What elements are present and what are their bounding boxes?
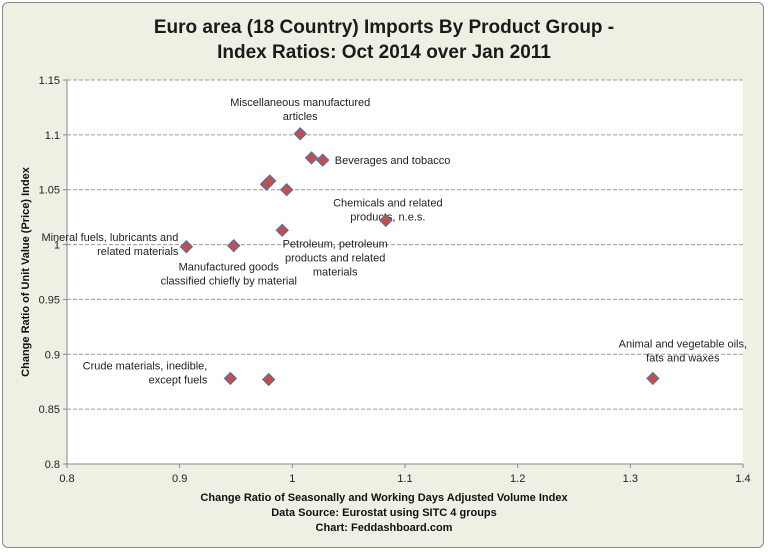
- data-point: [293, 127, 307, 141]
- data-point: [223, 371, 238, 386]
- data-point: [263, 174, 277, 188]
- y-tick-label: 1.05: [39, 185, 60, 197]
- data-label: fats and waxes: [646, 352, 720, 364]
- data-label: Chemicals and related: [333, 197, 442, 209]
- y-tick-label: 1: [54, 240, 60, 252]
- data-point: [379, 213, 393, 228]
- y-tick-label: 0.8: [45, 459, 60, 471]
- data-point: [227, 238, 241, 253]
- data-label: Manufactured goods: [179, 262, 280, 274]
- y-axis-title: Change Ratio of Unit Value (Price) Index: [20, 166, 32, 377]
- chart-title-line-1: Euro area (18 Country) Imports By Produc…: [154, 17, 614, 38]
- y-tick-label: 1.1: [45, 130, 60, 142]
- data-label: Beverages and tobacco: [335, 155, 451, 167]
- data-label: Petroleum, petroleum: [283, 238, 388, 250]
- data-point: [304, 151, 319, 165]
- chart-title-line-2: Index Ratios: Oct 2014 over Jan 2011: [217, 42, 551, 63]
- x-tick-label: 1.2: [510, 473, 525, 485]
- x-tick-label: 0.8: [59, 473, 74, 485]
- data-label: products and related: [285, 252, 385, 264]
- source-line: Data Source: Eurostat using SITC 4 group…: [271, 507, 497, 519]
- x-tick-label: 1.4: [735, 473, 750, 485]
- data-label: Animal and vegetable oils,: [619, 338, 747, 350]
- data-label: except fuels: [149, 374, 208, 386]
- data-point: [275, 223, 289, 238]
- data-label: Crude materials, inedible,: [83, 360, 208, 372]
- credit-line: Chart: Feddashboard.com: [316, 522, 453, 534]
- data-label: Miscellaneous manufactured: [230, 97, 370, 109]
- x-tick-label: 1: [289, 473, 295, 485]
- x-tick-label: 1.3: [623, 473, 638, 485]
- x-tick-label: 1.1: [397, 473, 412, 485]
- data-label: articles: [283, 111, 318, 123]
- data-label: classified chiefly by material: [161, 276, 297, 288]
- data-point: [261, 372, 276, 387]
- x-tick-label: 0.9: [172, 473, 187, 485]
- data-label: Mineral fuels, lubricants and: [41, 232, 178, 244]
- plot-area: [67, 80, 743, 464]
- y-tick-label: 1.15: [39, 75, 60, 87]
- x-axis-title: Change Ratio of Seasonally and Working D…: [200, 492, 568, 504]
- y-tick-label: 0.95: [39, 294, 60, 306]
- data-label: related materials: [97, 246, 179, 258]
- data-point: [179, 240, 194, 254]
- y-tick-label: 0.85: [39, 404, 60, 416]
- data-point: [316, 153, 330, 167]
- data-point: [279, 183, 294, 197]
- y-tick-label: 0.9: [45, 349, 60, 361]
- data-point: [646, 371, 660, 386]
- data-label: materials: [313, 266, 358, 278]
